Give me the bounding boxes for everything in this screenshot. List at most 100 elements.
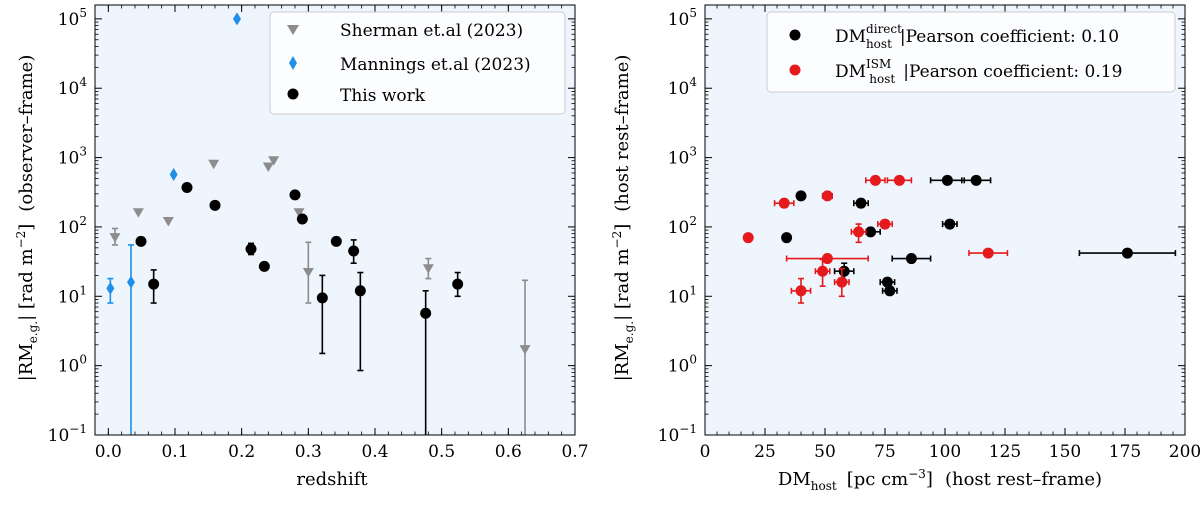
right-y-axis-label: |RMe.g.| [rad m−2](host rest–frame) — [610, 55, 636, 382]
right-point-dm-host-direct — [795, 190, 807, 202]
legend-label-sherman: Sherman et.al (2023) — [340, 21, 523, 41]
left-y-tick-label: 101 — [58, 283, 87, 307]
left-point-mannings-et-al-2023 — [106, 281, 115, 295]
right-y-tick-label: 105 — [668, 6, 697, 30]
legend-label-ism: DMISM host |Pearson coefficient: 0.19 — [835, 57, 1122, 86]
left-point-mannings-et-al-2023 — [233, 12, 241, 26]
left-point-sherman-et-al-2023 — [519, 345, 531, 355]
left-y-tick-label: 103 — [58, 145, 87, 169]
left-x-tick-label: 0.0 — [95, 442, 122, 462]
right-panel: 0 25 50 75 100 125 150 175 200 10−1 100 101 102 103 10… — [610, 4, 1200, 493]
left-y-axis-label: |RMe.g.| [rad m−2](observer–frame) — [14, 55, 40, 382]
left-point-this-work — [181, 182, 193, 194]
left-point-sherman-et-al-2023 — [262, 162, 274, 173]
left-point-sherman-et-al-2023 — [293, 208, 305, 218]
left-y-tick-label: 100 — [58, 353, 87, 377]
right-x-tick-label: 150 — [1049, 442, 1081, 462]
left-point-this-work — [258, 260, 270, 272]
legend-marker-sherman — [287, 25, 299, 35]
right-point-dm-host-ism — [853, 226, 865, 238]
right-point-dm-host-ism — [817, 265, 829, 277]
left-point-mannings-et-al-2023 — [127, 275, 135, 289]
left-point-sherman-et-al-2023 — [302, 268, 314, 278]
right-x-tick-label: 75 — [874, 442, 896, 462]
right-x-tick-label: 0 — [700, 442, 711, 462]
right-y-tick-label: 101 — [668, 283, 697, 307]
right-legend: DMdirect host |Pearson coefficient: 0.10 D… — [766, 11, 1176, 93]
left-point-sherman-et-al-2023 — [268, 156, 280, 166]
left-point-sherman-et-al-2023 — [208, 159, 220, 170]
right-point-dm-host-ism — [893, 174, 905, 186]
left-point-sherman-et-al-2023 — [109, 233, 121, 243]
left-x-tick-label: 0.5 — [428, 442, 455, 462]
right-point-dm-host-ism — [778, 197, 790, 209]
right-point-dm-host-ism — [869, 174, 881, 186]
left-plot-frame — [94, 4, 576, 436]
left-y-tick-label: 10−1 — [48, 422, 87, 446]
left-point-sherman-et-al-2023 — [162, 216, 174, 227]
left-panel: 0.0 0.1 0.2 0.3 0.4 0.5 0.6 0.7 10−1 100 101 102 103… — [14, 4, 589, 490]
left-point-this-work — [296, 213, 308, 225]
legend-label-this-work: This work — [340, 86, 426, 106]
left-y-tick-label: 102 — [58, 214, 87, 238]
legend-label-direct: DMdirect host |Pearson coefficient: 0.10 — [835, 22, 1119, 51]
left-x-tick-label: 0.1 — [161, 442, 188, 462]
left-x-tick-label: 0.7 — [561, 442, 588, 462]
right-point-dm-host-ism — [982, 247, 994, 259]
right-y-tick-label: 100 — [668, 353, 697, 377]
right-x-tick-label: 125 — [989, 442, 1021, 462]
left-point-this-work — [245, 243, 257, 255]
left-y-tick-label: 105 — [58, 6, 87, 30]
right-y-tick-label: 10−1 — [658, 422, 697, 446]
left-point-sherman-et-al-2023 — [132, 208, 144, 218]
left-point-sherman-et-al-2023 — [422, 264, 434, 274]
right-y-tick-label: 102 — [668, 214, 697, 238]
right-point-dm-host-direct — [781, 232, 793, 244]
right-point-dm-host-ism — [836, 276, 848, 288]
right-y-tick-label: 103 — [668, 145, 697, 169]
right-x-tick-label: 25 — [754, 442, 776, 462]
right-point-dm-host-direct — [941, 174, 953, 186]
right-x-tick-label: 50 — [814, 442, 836, 462]
left-point-this-work — [330, 235, 342, 247]
right-y-tick-label: 104 — [668, 75, 698, 99]
left-point-this-work — [289, 189, 301, 201]
right-x-tick-label: 175 — [1109, 442, 1141, 462]
right-point-dm-host-direct — [970, 174, 982, 186]
left-point-this-work — [209, 199, 221, 211]
left-point-this-work — [348, 245, 360, 257]
legend-marker-ism — [789, 64, 801, 76]
right-point-dm-host-ism — [795, 285, 807, 297]
right-point-dm-host-direct — [881, 276, 893, 288]
left-x-tick-label: 0.6 — [495, 442, 522, 462]
left-point-this-work — [148, 278, 160, 290]
left-point-this-work — [420, 307, 432, 319]
right-x-tick-label: 100 — [929, 442, 961, 462]
right-point-dm-host-direct — [884, 285, 896, 297]
right-point-dm-host-direct — [865, 226, 877, 238]
right-point-dm-host-ism — [879, 218, 891, 230]
right-point-dm-host-ism — [821, 190, 833, 202]
left-legend: Sherman et.al (2023) Mannings et.al (202… — [269, 11, 566, 115]
right-point-dm-host-direct — [905, 253, 917, 265]
legend-label-mannings: Mannings et.al (2023) — [340, 55, 531, 75]
legend-marker-direct — [789, 29, 801, 41]
left-point-this-work — [135, 235, 147, 247]
right-point-dm-host-ism — [821, 253, 833, 265]
right-point-dm-host-ism — [742, 232, 754, 244]
right-x-axis-label: DMhost [pc cm−3] (host rest–frame) — [778, 467, 1102, 493]
right-x-tick-label: 200 — [1169, 442, 1200, 462]
right-point-dm-host-direct — [1121, 247, 1133, 259]
left-point-this-work — [316, 292, 328, 304]
legend-marker-this-work — [287, 88, 299, 100]
left-x-tick-label: 0.4 — [361, 442, 388, 462]
left-point-this-work — [452, 278, 464, 290]
left-y-tick-label: 104 — [58, 75, 88, 99]
left-x-tick-label: 0.2 — [228, 442, 255, 462]
right-point-dm-host-direct — [838, 265, 850, 277]
left-x-axis-label: redshift — [296, 469, 368, 490]
left-x-tick-label: 0.3 — [295, 442, 322, 462]
left-point-mannings-et-al-2023 — [169, 168, 178, 182]
right-point-dm-host-direct — [855, 197, 867, 209]
